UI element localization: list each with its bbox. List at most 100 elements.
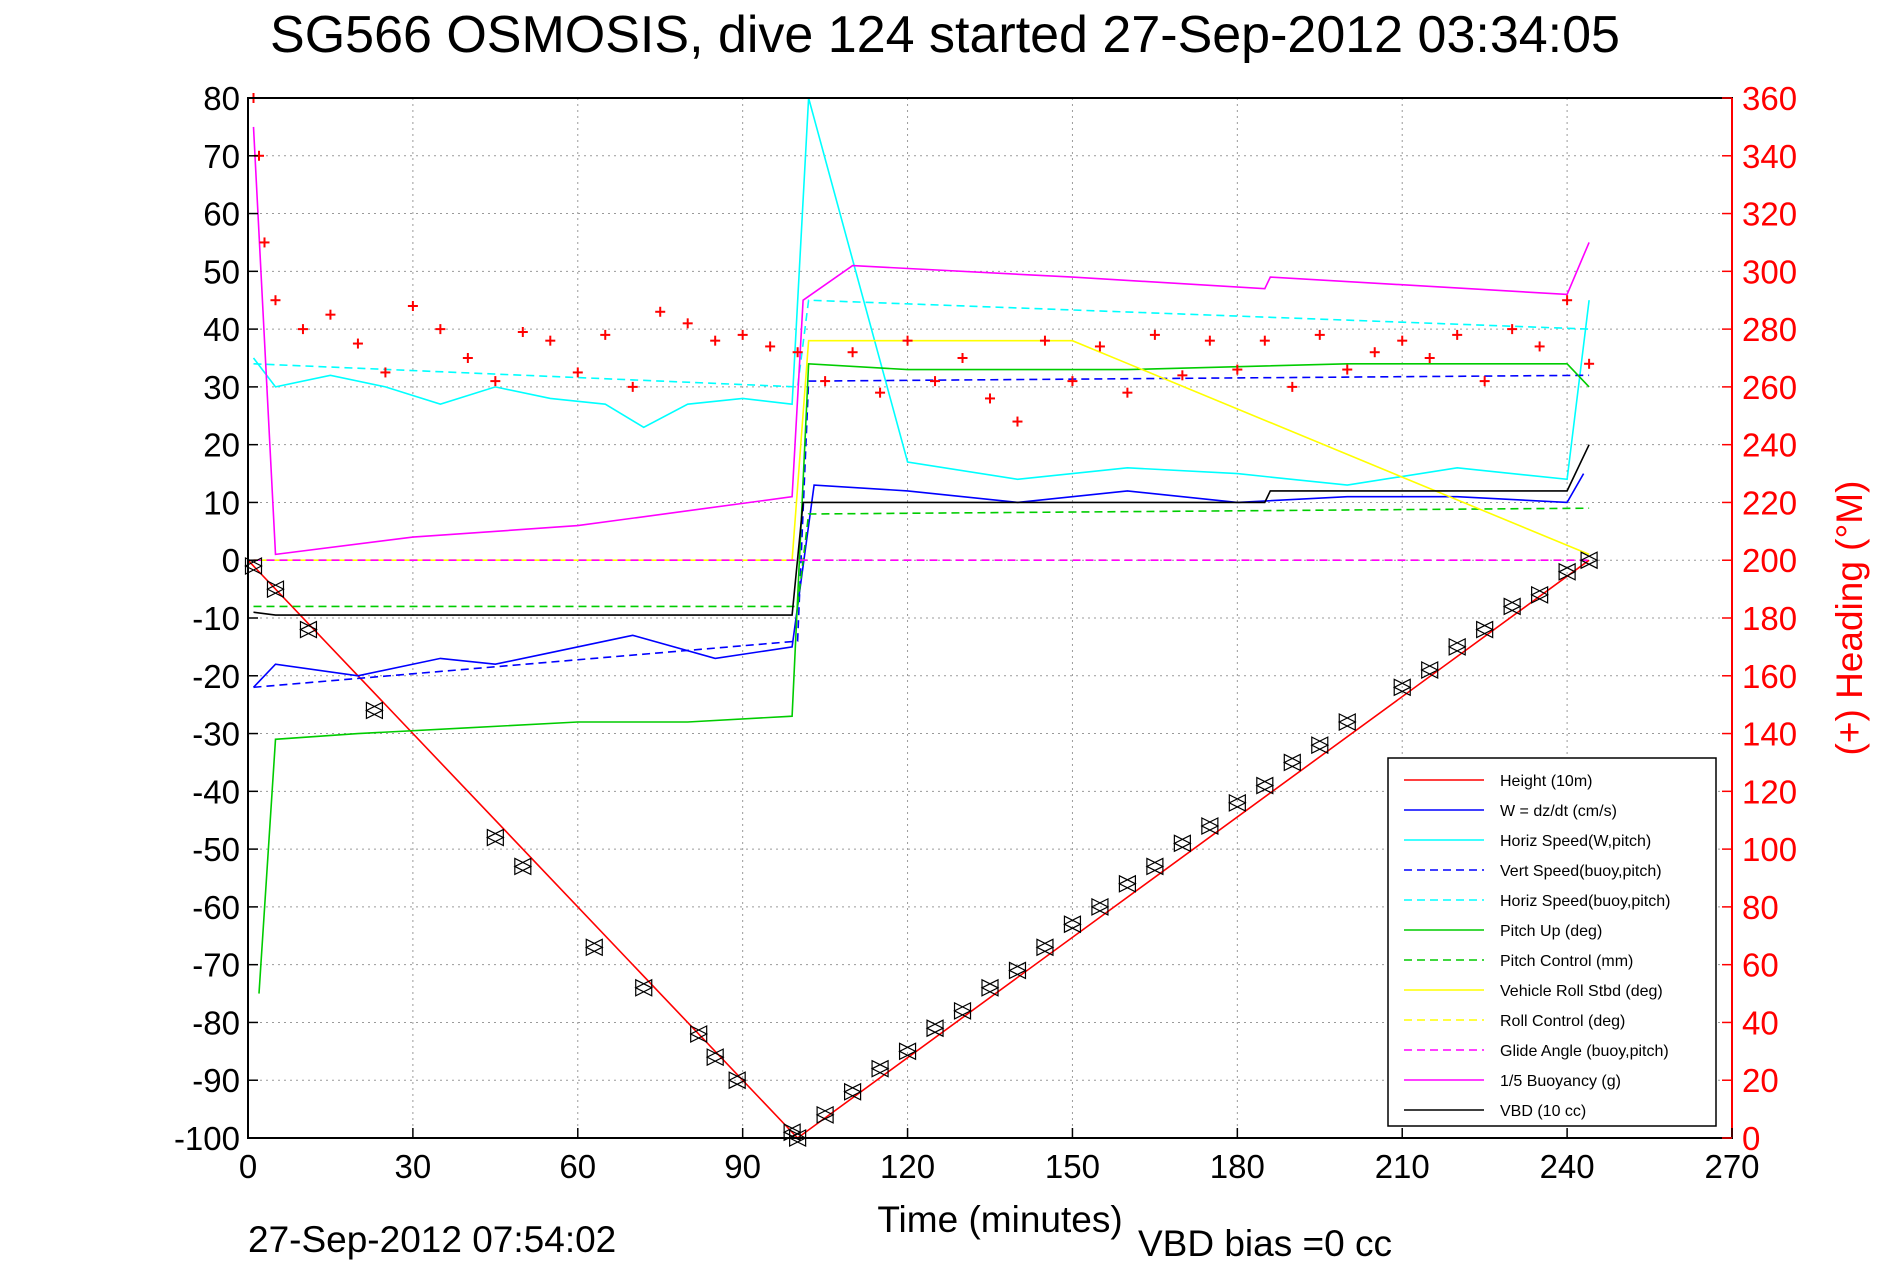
marker-triangle-left (727, 1071, 746, 1090)
x-tick-label: 120 (880, 1148, 935, 1185)
marker-triangle-left (1090, 897, 1109, 916)
right-tick-label: 160 (1742, 658, 1797, 695)
heading-point (380, 367, 391, 378)
marker-triangle-right (953, 1001, 972, 1020)
marker-triangle-right (365, 701, 384, 720)
height-marker (584, 938, 604, 957)
marker-triangle-left (1392, 678, 1411, 697)
heading-point (462, 353, 473, 363)
height-marker (1310, 736, 1330, 755)
heading-point (1534, 341, 1545, 352)
heading-point (682, 318, 693, 329)
marker-triangle-right (1146, 857, 1165, 876)
heading-point (297, 324, 308, 335)
height-markers (244, 551, 1599, 1147)
marker-triangle-left (299, 620, 318, 639)
right-tick-label: 200 (1742, 542, 1797, 579)
marker-triangle-left (815, 1105, 834, 1124)
height-marker (815, 1105, 835, 1124)
right-tick-label: 40 (1742, 1004, 1779, 1041)
legend-entry-label: Pitch Control (mm) (1500, 953, 1633, 970)
marker-triangle-right (1256, 776, 1275, 795)
marker-triangle-right (1201, 817, 1220, 835)
heading-point (572, 367, 583, 378)
heading-point (1122, 387, 1133, 398)
height-marker (1090, 897, 1110, 916)
right-tick-label: 0 (1742, 1120, 1760, 1157)
heading-point (1204, 335, 1215, 346)
height-marker (1200, 817, 1220, 835)
marker-triangle-left (1200, 817, 1219, 835)
height-marker (1420, 661, 1440, 679)
marker-triangle-left (870, 1059, 889, 1078)
marker-triangle-left (1310, 736, 1329, 755)
right-tick-label: 80 (1742, 889, 1779, 926)
marker-triangle-left (1420, 661, 1439, 679)
height-marker (1118, 874, 1137, 893)
marker-triangle-left (898, 1042, 917, 1061)
footer-timestamp: 27-Sep-2012 07:54:02 (248, 1219, 616, 1260)
marker-triangle-left (1502, 597, 1521, 616)
heading-point (930, 376, 941, 387)
right-tick-label: 180 (1742, 600, 1797, 637)
height-marker (898, 1042, 917, 1061)
legend-entry-label: Glide Angle (buoy,pitch) (1500, 1043, 1669, 1060)
x-tick-label: 150 (1045, 1148, 1100, 1185)
right-tick-label: 300 (1742, 253, 1797, 290)
marker-triangle-left (689, 1025, 708, 1043)
height-marker (365, 701, 384, 720)
right-tick-label: 20 (1742, 1062, 1779, 1099)
heading-point (1479, 376, 1490, 387)
right-tick-label: 100 (1742, 831, 1797, 868)
y-tick-label: -20 (192, 658, 240, 695)
marker-triangle-left (705, 1048, 724, 1067)
heading-point (1452, 329, 1463, 340)
legend-entry-label: VBD (10 cc) (1500, 1103, 1586, 1120)
heading-point (765, 341, 776, 352)
heading-point (325, 309, 336, 320)
heading-point (600, 329, 611, 340)
marker-triangle-right (1228, 793, 1247, 812)
right-axis-ticks: 3603403203002802602402202001801601401201… (1722, 80, 1797, 1157)
x-tick-label: 0 (239, 1148, 257, 1185)
heading-point (1067, 376, 1078, 387)
y-tick-label: -50 (192, 831, 240, 868)
y-tick-label: -30 (192, 716, 240, 753)
marker-triangle-right (1338, 713, 1357, 731)
heading-point (490, 376, 501, 387)
heading-point (517, 327, 528, 337)
marker-triangle-left (266, 580, 285, 599)
series-line-1 (252, 473, 1585, 688)
heading-point (1094, 341, 1105, 352)
right-tick-label: 220 (1742, 484, 1797, 521)
legend-entry-label: Horiz Speed(buoy,pitch) (1500, 893, 1670, 910)
marker-triangle-left (1579, 551, 1598, 570)
heading-markers (248, 93, 1595, 427)
marker-triangle-left (925, 1019, 944, 1038)
heading-point (1039, 335, 1050, 346)
marker-triangle-right (1476, 620, 1495, 639)
y-tick-label: -70 (192, 947, 240, 984)
marker-triangle-right (514, 857, 533, 876)
marker-triangle-left (1008, 961, 1027, 980)
marker-triangle-left (1475, 620, 1494, 639)
x-tick-label: 240 (1540, 1148, 1595, 1185)
marker-triangle-left (1063, 915, 1082, 934)
marker-triangle-left (980, 978, 999, 997)
marker-triangle-left (1530, 585, 1549, 604)
right-axis-label: (+) Heading (°M) (1829, 481, 1870, 756)
height-marker (1008, 961, 1027, 980)
marker-triangle-left (843, 1082, 862, 1101)
series-line-10 (252, 126, 1590, 556)
x-axis-label: Time (minutes) (877, 1199, 1122, 1240)
heading-point (875, 387, 886, 398)
heading-point (1584, 358, 1595, 369)
y-tick-label: 10 (203, 484, 240, 521)
heading-point (407, 301, 418, 311)
heading-point (792, 347, 803, 358)
heading-point (902, 335, 913, 346)
legend-entry-label: Height (10m) (1500, 773, 1592, 790)
heading-point (1232, 364, 1243, 375)
series-line-5 (258, 362, 1590, 994)
marker-triangle-left (485, 828, 504, 847)
